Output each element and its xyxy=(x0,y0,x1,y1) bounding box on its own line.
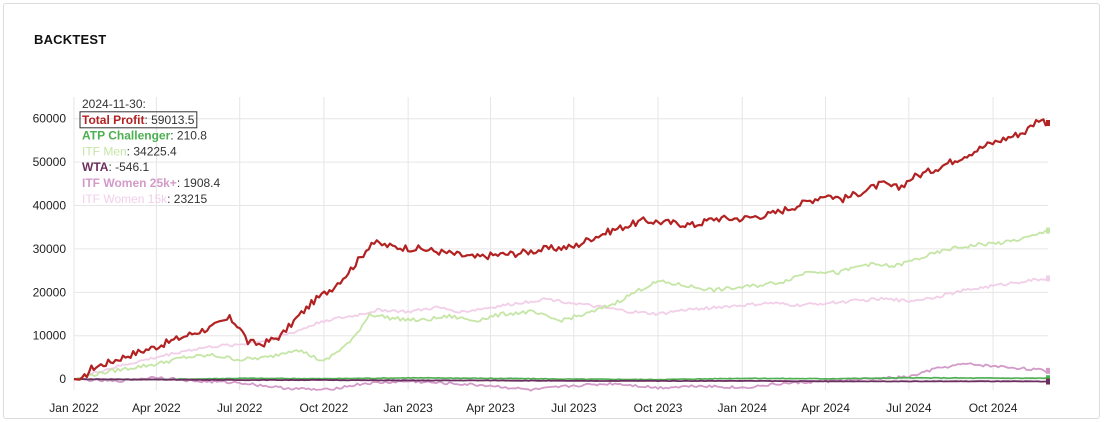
y-tick-label: 40000 xyxy=(33,199,67,213)
x-tick-label: Oct 2023 xyxy=(634,401,683,415)
y-tick-label: 0 xyxy=(59,372,66,386)
legend-series-value: : -546.1 xyxy=(108,160,149,174)
series-end-marker xyxy=(1046,367,1050,374)
x-tick-label: Oct 2022 xyxy=(300,401,349,415)
legend-item: ITF Women 25k+: 1908.4 xyxy=(82,176,221,190)
series-line-itf-women-25k xyxy=(73,362,1049,392)
backtest-card: BACKTEST xyxy=(3,3,1100,419)
legend-series-value: : 34225.4 xyxy=(127,144,177,158)
legend-series-name: ITF Women 25k+ xyxy=(82,176,177,190)
legend-series-value: : 23215 xyxy=(167,192,207,206)
legend-highlight-box xyxy=(79,111,198,129)
x-tick-label: Apr 2022 xyxy=(132,401,181,415)
series-line-total-profit xyxy=(73,118,1049,381)
x-tick-label: Jul 2023 xyxy=(551,401,597,415)
series-line-wta xyxy=(73,378,1048,383)
y-tick-label: 30000 xyxy=(33,242,67,256)
y-tick-label: 60000 xyxy=(33,112,67,126)
x-tick-label: Jan 2024 xyxy=(718,401,768,415)
x-tick-label: Oct 2024 xyxy=(969,401,1018,415)
x-tick-label: Jan 2022 xyxy=(49,401,99,415)
legend-series-value: : 59013.5 xyxy=(144,113,194,127)
series-line-atp-challenger xyxy=(73,376,1049,381)
legend-series-name: ATP Challenger xyxy=(82,129,171,143)
x-tick-label: Jul 2024 xyxy=(886,401,932,415)
card-title: BACKTEST xyxy=(34,32,107,47)
x-tick-label: Jan 2023 xyxy=(383,401,433,415)
legend-series-name: Total Profit xyxy=(82,113,144,127)
axes: 0 10000 20000 30000 40000 50000 60000 Jan 2022 A… xyxy=(33,112,1018,415)
legend-series-value: : 1908.4 xyxy=(177,176,221,190)
legend-item: ITF Women 15k: 23215 xyxy=(82,192,208,206)
series-end-marker xyxy=(1046,227,1050,234)
y-tick-label: 50000 xyxy=(33,155,67,169)
series-line-itf-women-15k xyxy=(73,277,1049,380)
legend: 2024-11-30: Total Profit: 59013.5 ATP Chal… xyxy=(79,97,221,206)
legend-item: WTA: -546.1 xyxy=(82,160,149,174)
series-line-itf-men xyxy=(73,229,1049,380)
x-tick-label: Jul 2022 xyxy=(217,401,263,415)
legend-series-value: : 210.8 xyxy=(170,129,207,143)
x-tick-label: Apr 2024 xyxy=(801,401,850,415)
legend-series-name: WTA xyxy=(82,160,109,174)
series-end-marker xyxy=(1046,378,1050,385)
series-end-marker xyxy=(1046,375,1050,382)
legend-date: 2024-11-30: xyxy=(82,97,146,111)
legend-item: Total Profit: 59013.5 xyxy=(82,113,195,127)
series-lines xyxy=(73,118,1050,392)
legend-item: ITF Men: 34225.4 xyxy=(82,144,177,158)
y-tick-label: 20000 xyxy=(33,285,67,299)
legend-item: ATP Challenger: 210.8 xyxy=(82,129,207,143)
series-end-marker xyxy=(1046,275,1050,282)
x-tick-label: Apr 2023 xyxy=(466,401,515,415)
legend-series-name: ITF Men xyxy=(82,144,127,158)
series-end-marker xyxy=(1046,119,1050,126)
y-tick-label: 10000 xyxy=(33,329,67,343)
legend-series-name: ITF Women 15k xyxy=(82,192,168,206)
